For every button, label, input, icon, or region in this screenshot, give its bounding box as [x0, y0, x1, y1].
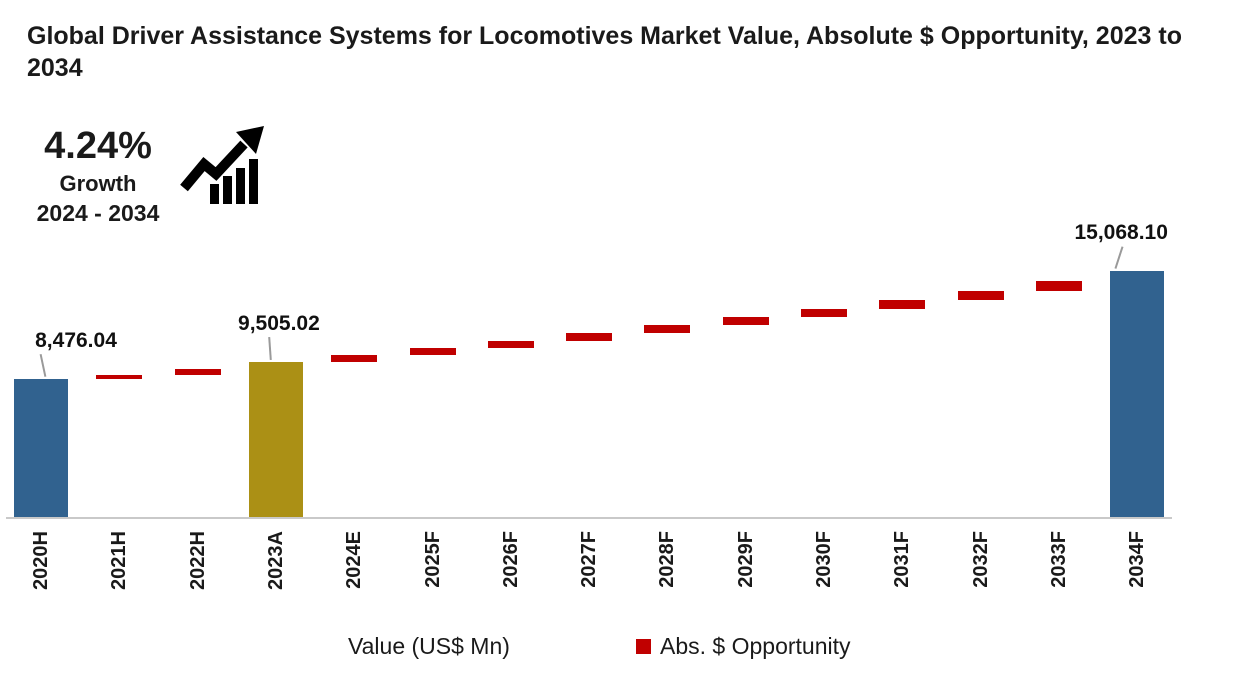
growth-label: Growth — [59, 170, 137, 196]
growth-callout: 4.24% Growth 2024 - 2034 — [12, 125, 184, 227]
data-label-2023A: 9,505.02 — [238, 311, 320, 335]
bar-2021H — [96, 374, 143, 379]
legend-value-label: Value (US$ Mn) — [348, 633, 510, 659]
x-axis-label-2032F: 2032F — [969, 531, 992, 588]
x-axis-label-2021H: 2021H — [108, 531, 131, 590]
bar-2029F — [722, 317, 769, 326]
growth-period: 2024 - 2034 — [36, 199, 160, 226]
bar-2032F — [957, 290, 1004, 300]
bar-2031F — [879, 299, 926, 309]
legend-opportunity-label: Abs. $ Opportunity — [660, 633, 851, 659]
x-axis-label-2020H: 2020H — [30, 531, 52, 590]
bar-2025F — [409, 347, 456, 355]
x-axis-line — [6, 517, 1172, 519]
x-axis-label-2030F: 2030F — [813, 531, 835, 588]
x-axis-label-2026F: 2026F — [499, 531, 522, 588]
x-axis-label-2034F: 2034F — [1126, 531, 1149, 588]
data-label-2034F: 15,068.10 — [1074, 221, 1168, 244]
x-axis-label-2031F: 2031F — [891, 531, 914, 588]
legend-item-opportunity: Abs. $ Opportunity — [636, 633, 851, 660]
bar-2024E — [331, 354, 378, 362]
x-axis-label-2025F: 2025F — [421, 531, 444, 588]
bar-2023A — [248, 361, 303, 517]
x-axis-label-2029F: 2029F — [734, 531, 757, 588]
bar-2030F — [801, 308, 847, 318]
bar-2026F — [487, 340, 534, 348]
bar-2033F — [1035, 280, 1082, 291]
x-axis-label-2024E: 2024E — [343, 531, 366, 589]
data-label-2020H: 8,476.04 — [35, 328, 117, 352]
trend-up-bars-icon — [180, 126, 264, 204]
bar-2022H — [174, 368, 221, 375]
x-axis-label-2022H: 2022H — [186, 531, 209, 590]
opportunity-swatch-icon — [636, 639, 651, 654]
growth-percent: 4.24% — [44, 125, 152, 167]
chart-title: Global Driver Assistance Systems for Loc… — [27, 22, 1182, 82]
x-axis-label-2028F: 2028F — [656, 531, 679, 588]
x-axis-label-2027F: 2027F — [578, 531, 601, 588]
x-axis-label-2033F: 2033F — [1047, 531, 1070, 588]
bar-2028F — [644, 325, 691, 334]
leader-line-2020H — [39, 353, 46, 377]
bar-2027F — [566, 333, 613, 341]
bar-2020H — [14, 378, 68, 517]
bar-2034F — [1110, 271, 1165, 517]
leader-line-2023A — [268, 336, 272, 360]
leader-line-2034F — [1114, 246, 1124, 269]
x-axis-label-2023A: 2023A — [264, 531, 287, 590]
